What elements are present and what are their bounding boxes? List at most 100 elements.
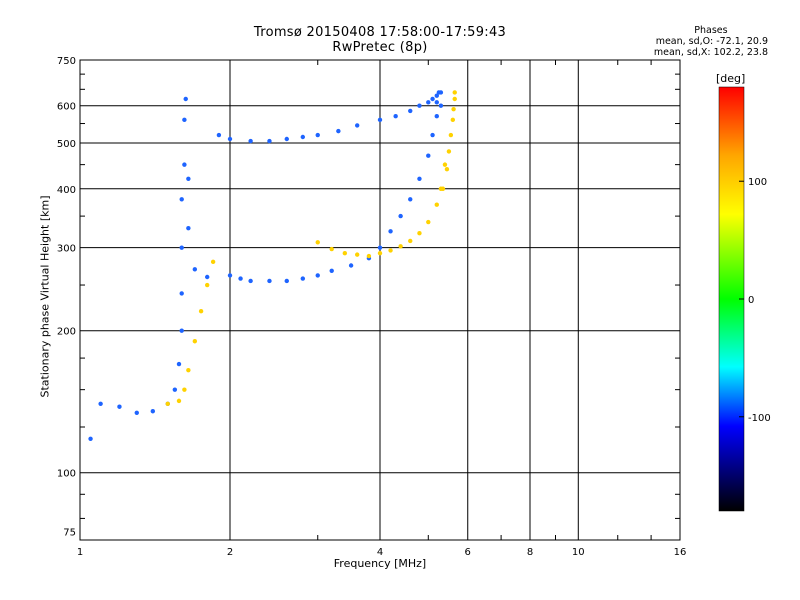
data-point-o: [426, 100, 431, 105]
data-point-x: [426, 219, 431, 225]
data-point-o: [227, 273, 233, 278]
y-tick-label: 600: [57, 102, 76, 113]
data-point-o: [417, 103, 422, 108]
data-point-o: [408, 197, 413, 202]
data-point-o: [377, 245, 383, 250]
y-axis-label: Stationary phase Virtual Height [km]: [38, 195, 52, 398]
colorbar-tick-label: 0: [748, 295, 754, 306]
data-point-x: [452, 96, 457, 102]
y-tick-label: 100: [57, 469, 76, 480]
x-tick-label: 16: [674, 547, 687, 558]
phase-stats-title: Phases: [694, 25, 728, 36]
data-point-o: [417, 176, 422, 181]
data-point-o: [179, 328, 184, 333]
data-point-o: [98, 401, 103, 406]
data-point-o: [176, 361, 182, 367]
data-point-o: [182, 162, 187, 167]
y-tick-label: 400: [57, 185, 76, 196]
data-point-x: [444, 167, 450, 172]
y-tick-label: 200: [57, 327, 76, 338]
data-point-x: [442, 162, 448, 167]
data-point-o: [179, 291, 184, 296]
phase-stats-x: mean, sd,X: 102.2, 23.8: [653, 47, 768, 58]
data-point-o: [408, 108, 413, 114]
data-point-o: [284, 136, 289, 142]
plot-frame: [79, 59, 681, 541]
chart-title: Tromsø 20150408 17:58:00-17:59:43: [253, 25, 507, 40]
data-points: [88, 90, 457, 442]
data-point-x: [388, 248, 393, 253]
data-point-x: [342, 251, 348, 256]
y-tick-label: 500: [57, 139, 76, 150]
data-point-x: [438, 186, 444, 191]
axis-ticks: 1 2 4 6 8 10 16 75 100 200 300 400 500 600 750: [57, 56, 686, 558]
data-point-o: [267, 278, 272, 284]
x-tick-label: 6: [465, 547, 471, 558]
data-point-o: [315, 132, 320, 138]
data-point-o: [348, 263, 354, 268]
data-point-o: [300, 134, 306, 140]
data-point-o: [117, 404, 122, 409]
data-point-x: [398, 244, 403, 249]
data-point-x: [450, 117, 456, 123]
data-point-o: [248, 138, 253, 144]
data-point-o: [354, 123, 360, 128]
grid: [80, 60, 680, 540]
chart-subtitle: RwPretec (8p): [332, 40, 428, 55]
data-point-x: [354, 252, 360, 257]
y-tick-label: 300: [57, 244, 76, 255]
colorbar-ticks: 100 0 -100: [739, 177, 771, 424]
data-point-o: [377, 117, 383, 123]
data-point-o: [438, 90, 444, 95]
data-point-x: [204, 282, 210, 288]
data-point-o: [88, 436, 93, 442]
data-point-x: [366, 253, 372, 259]
x-tick-label: 10: [572, 547, 585, 558]
data-point-o: [284, 278, 289, 284]
data-point-o: [186, 225, 191, 231]
data-point-o: [134, 410, 139, 415]
x-axis-label: Frequency [MHz]: [333, 557, 427, 570]
data-point-o: [315, 273, 320, 278]
y-tick-label: 750: [57, 56, 76, 67]
data-point-x: [165, 401, 170, 406]
data-point-o: [434, 114, 439, 119]
data-point-o: [172, 387, 178, 392]
data-point-o: [398, 213, 403, 219]
data-point-o: [430, 96, 435, 102]
data-point-x: [377, 251, 383, 256]
data-point-o: [426, 153, 431, 158]
data-point-x: [192, 339, 198, 344]
data-point-o: [438, 103, 444, 108]
data-point-o: [336, 128, 341, 134]
x-tick-label: 4: [377, 547, 383, 558]
x-tick-label: 1: [77, 547, 83, 558]
data-point-o: [150, 409, 156, 414]
phase-stats-o: mean, sd,O: -72.1, 20.9: [655, 36, 768, 47]
data-point-x: [198, 309, 204, 314]
data-point-o: [204, 274, 210, 280]
data-point-o: [216, 132, 222, 138]
data-point-x: [186, 367, 191, 373]
data-point-x: [182, 387, 187, 392]
data-point-o: [388, 229, 393, 234]
x-tick-label: 2: [227, 547, 233, 558]
data-point-o: [186, 176, 191, 181]
data-point-x: [417, 230, 422, 236]
data-point-x: [408, 238, 413, 244]
data-point-o: [434, 100, 439, 105]
data-point-x: [210, 259, 216, 265]
colorbar-tick-label: 100: [748, 177, 767, 188]
data-point-x: [451, 106, 456, 112]
colorbar-tick-label: -100: [748, 413, 771, 424]
data-point-o: [227, 136, 233, 142]
data-point-o: [329, 268, 334, 273]
phase-stats: Phases mean, sd,O: -72.1, 20.9 mean, sd,…: [654, 25, 768, 58]
y-tick-label: 75: [63, 528, 76, 539]
data-point-o: [300, 276, 306, 281]
data-point-o: [179, 245, 184, 250]
data-point-x: [329, 246, 334, 252]
data-point-x: [446, 149, 452, 154]
data-point-x: [315, 240, 320, 245]
